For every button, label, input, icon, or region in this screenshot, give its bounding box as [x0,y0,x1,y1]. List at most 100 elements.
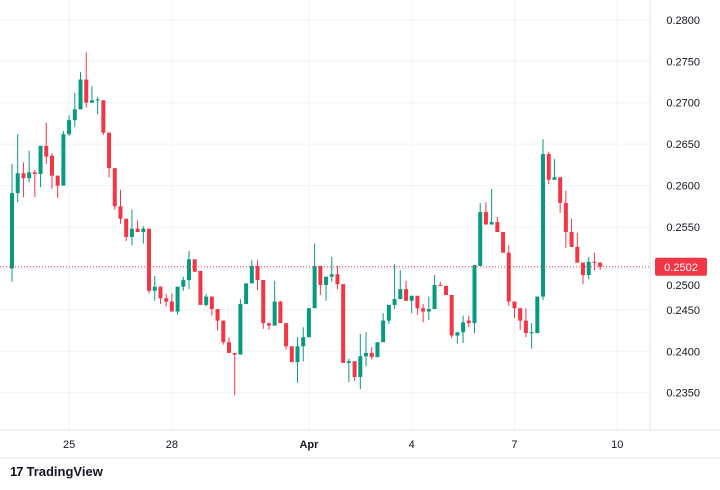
candle[interactable] [346,358,351,382]
candle[interactable] [501,231,506,253]
candle[interactable] [15,134,20,203]
candle[interactable] [455,332,460,344]
candle[interactable] [523,308,528,338]
candle[interactable] [10,164,14,282]
candle[interactable] [141,226,146,244]
candle[interactable] [226,337,231,353]
candle[interactable] [529,323,534,349]
candle[interactable] [558,177,563,213]
candle[interactable] [169,293,174,312]
candle[interactable] [187,251,192,290]
candle[interactable] [592,252,597,271]
candle[interactable] [438,281,443,287]
candle[interactable] [101,100,106,136]
candle[interactable] [266,323,271,330]
candle[interactable] [44,122,49,165]
candle[interactable] [192,259,197,272]
candle[interactable] [272,280,277,326]
candle[interactable] [255,260,260,290]
candle[interactable] [449,294,454,339]
candle[interactable] [147,228,152,294]
tradingview-logo[interactable]: 17 TradingView [10,464,103,479]
candle[interactable] [403,280,408,301]
candle[interactable] [38,145,43,188]
candle[interactable] [84,52,89,108]
candle[interactable] [21,162,26,198]
candle[interactable] [135,220,140,232]
candle[interactable] [421,304,426,323]
candle[interactable] [72,92,77,127]
candle[interactable] [335,265,340,290]
candle[interactable] [426,296,431,320]
candle[interactable] [483,202,488,225]
candle[interactable] [466,315,471,328]
candle[interactable] [375,342,380,358]
candle[interactable] [249,260,254,284]
candle[interactable] [221,320,226,345]
candle[interactable] [432,275,437,310]
candle[interactable] [586,256,591,280]
candle[interactable] [107,132,112,178]
candle[interactable] [324,276,329,301]
candle[interactable] [118,189,123,224]
candle[interactable] [112,168,117,210]
candle[interactable] [386,304,391,324]
candle[interactable] [164,294,169,307]
candle[interactable] [124,218,129,242]
candle[interactable] [284,323,289,350]
candle[interactable] [78,72,83,110]
candle[interactable] [244,283,249,305]
candle[interactable] [129,209,134,246]
candle[interactable] [232,352,237,396]
candle[interactable] [506,245,511,306]
candle[interactable] [32,169,37,198]
candle[interactable] [312,243,317,309]
candle[interactable] [175,286,180,315]
candle[interactable] [89,86,94,103]
candle[interactable] [398,270,403,300]
candle[interactable] [181,276,186,291]
candle[interactable] [358,333,363,390]
candle[interactable] [95,96,100,115]
candle[interactable] [364,332,369,367]
candle[interactable] [278,300,283,324]
candle[interactable] [318,265,323,295]
candlestick-chart[interactable]: 0.2800 0.2750 0.2700 0.2650 0.2600 0.2550 0.25… [0,0,720,460]
candle[interactable] [198,270,203,305]
candle[interactable] [495,217,500,232]
candle[interactable] [204,294,209,307]
candle[interactable] [512,301,517,319]
candle[interactable] [61,130,66,186]
candle[interactable] [306,308,311,338]
candle[interactable] [461,315,466,344]
candle[interactable] [27,150,32,183]
candle[interactable] [392,264,397,310]
candle[interactable] [409,295,414,314]
candle[interactable] [67,115,72,136]
candle[interactable] [209,296,214,316]
candle[interactable] [575,232,580,263]
candle[interactable] [369,347,374,360]
candle[interactable] [289,346,294,363]
candle[interactable] [215,309,220,331]
candle[interactable] [535,296,540,334]
candle[interactable] [569,218,574,247]
candle[interactable] [443,285,448,295]
candle[interactable] [381,313,386,343]
candle[interactable] [415,295,420,315]
candle[interactable] [329,256,334,282]
candle[interactable] [546,151,551,184]
candle[interactable] [238,299,243,355]
candle[interactable] [295,337,300,383]
candle[interactable] [261,280,266,329]
candle[interactable] [301,327,306,362]
candle[interactable] [541,139,546,300]
candle[interactable] [472,265,477,334]
candle[interactable] [352,361,357,382]
candle[interactable] [581,262,585,285]
candle[interactable] [552,159,557,180]
candle[interactable] [152,275,157,301]
candle[interactable] [158,286,163,305]
candle[interactable] [478,202,483,266]
candle[interactable] [489,188,494,225]
